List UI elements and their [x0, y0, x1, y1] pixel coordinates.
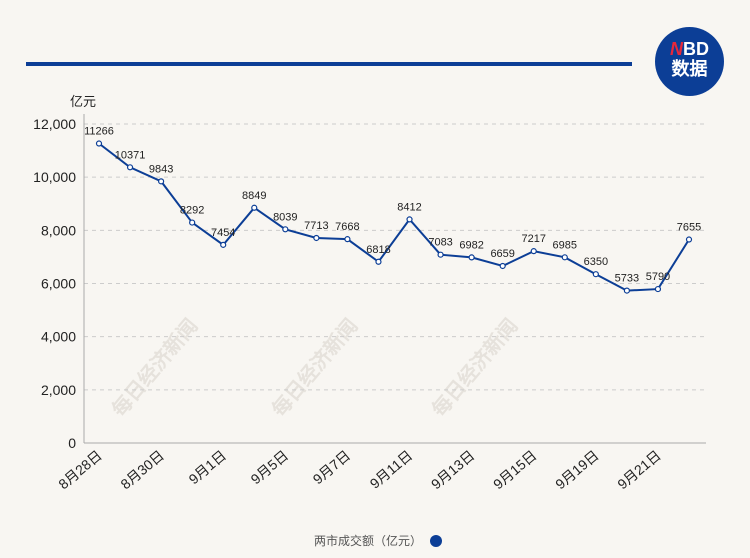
data-point	[313, 234, 320, 242]
legend-label: 两市成交额（亿元）	[314, 534, 423, 548]
data-label: 7217	[521, 233, 545, 245]
logo-bd: BD	[683, 39, 709, 59]
data-point	[654, 285, 662, 293]
data-label: 6982	[459, 239, 483, 251]
data-point	[95, 140, 103, 147]
data-label: 6818	[366, 244, 390, 256]
logo-cn: 数据	[671, 59, 708, 80]
data-point	[685, 236, 693, 243]
data-point	[592, 271, 599, 278]
y-tick-label: 10,000	[33, 169, 76, 185]
data-point	[344, 236, 351, 243]
data-point	[375, 258, 382, 265]
data-label: 7083	[428, 237, 452, 249]
data-label: 8849	[242, 190, 266, 202]
data-point	[126, 164, 134, 171]
data-point	[282, 226, 289, 233]
data-point	[623, 287, 630, 294]
data-point	[158, 178, 165, 185]
data-label: 10371	[115, 149, 146, 161]
x-tick-label: 9月15日	[490, 447, 540, 492]
x-tick-label: 9月1日	[185, 447, 229, 487]
x-tick-label: 9月11日	[367, 447, 416, 492]
data-point	[561, 254, 568, 261]
data-label: 5733	[615, 273, 639, 285]
logo-n: N	[670, 39, 683, 59]
data-label: 7713	[304, 220, 328, 232]
x-tick-label: 9月19日	[552, 447, 602, 492]
data-point	[406, 216, 413, 223]
y-tick-label: 8,000	[41, 222, 76, 238]
data-label: 8292	[180, 205, 204, 217]
data-point	[468, 254, 475, 261]
legend[interactable]: 两市成交额（亿元）	[314, 532, 443, 549]
data-label: 7454	[211, 227, 235, 239]
watermark-text: 每日经济新闻	[427, 314, 523, 421]
data-label: 6985	[553, 239, 577, 251]
data-point	[530, 248, 537, 255]
y-tick-label: 4,000	[41, 329, 76, 345]
y-tick-label: 6,000	[41, 276, 76, 292]
data-point	[499, 262, 506, 270]
y-tick-label: 0	[68, 435, 76, 451]
y-axis-unit: 亿元	[70, 94, 96, 109]
data-point	[189, 219, 196, 226]
data-label: 8039	[273, 211, 297, 223]
data-point	[437, 251, 444, 258]
x-tick-label: 8月30日	[117, 447, 167, 492]
watermark-text: 每日经济新闻	[107, 314, 203, 421]
series-line	[98, 142, 690, 292]
x-tick-label: 9月5日	[248, 447, 292, 487]
data-label: 8412	[397, 201, 421, 213]
data-label: 9843	[149, 163, 173, 175]
data-label: 6659	[490, 248, 514, 260]
header-bar	[26, 62, 632, 66]
data-point	[251, 204, 258, 211]
watermark-text: 每日经济新闻	[267, 314, 363, 421]
x-tick-label: 9月21日	[614, 447, 664, 492]
x-tick-label: 9月13日	[428, 447, 478, 492]
data-label: 11266	[84, 126, 114, 138]
data-label: 6350	[584, 256, 608, 268]
data-label: 7655	[677, 222, 701, 234]
y-tick-label: 2,000	[41, 382, 76, 398]
x-tick-label: 8月28日	[55, 447, 105, 492]
legend-marker	[430, 534, 443, 547]
data-point	[220, 241, 227, 248]
y-tick-label: 12,000	[33, 116, 76, 132]
nbd-logo: NBD 数据	[655, 27, 724, 96]
data-label: 7668	[335, 221, 359, 233]
data-label: 5790	[646, 271, 670, 283]
x-tick-label: 9月7日	[310, 447, 354, 487]
